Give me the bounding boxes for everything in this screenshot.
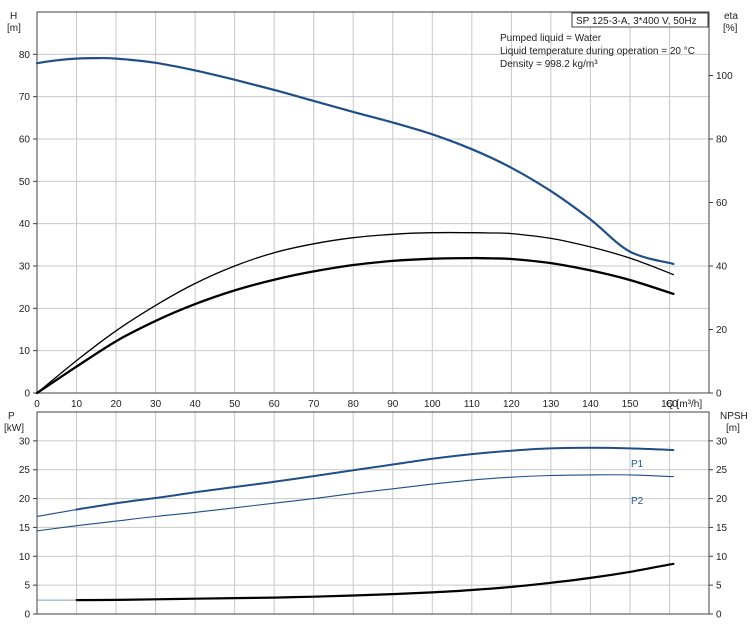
- npsh-tick-label: 5: [716, 581, 722, 592]
- plot-frame: [36, 411, 710, 615]
- power-axis-unit: [kW]: [4, 423, 24, 434]
- info-pumped-liquid: Pumped liquid = Water: [500, 33, 602, 44]
- power-tick-label: 20: [19, 494, 31, 505]
- npsh-tick-label: 20: [716, 494, 728, 505]
- model-box: [571, 12, 709, 28]
- flow-tick-label: 80: [348, 399, 360, 410]
- p1-power-curve: [75, 446, 675, 511]
- npsh-curve: [75, 562, 675, 602]
- flow-tick-label: 60: [269, 399, 281, 410]
- eta-tick-label: 40: [716, 262, 728, 273]
- flow-tick-label: 120: [503, 399, 520, 410]
- eta-tick-label: 60: [716, 198, 728, 209]
- npsh-tick-label: 10: [716, 552, 728, 563]
- head-tick-label: 70: [19, 92, 31, 103]
- info-density: Density = 998.2 kg/m³: [500, 59, 598, 70]
- head-tick-label: 30: [19, 262, 31, 273]
- eta-tick-label: 100: [716, 71, 733, 82]
- flow-tick-label: 40: [190, 399, 202, 410]
- flow-tick-label: 70: [308, 399, 320, 410]
- p2-extension: [36, 525, 77, 532]
- npsh-axis-unit: [m]: [726, 423, 740, 434]
- efficiency-curve-1: [36, 231, 675, 394]
- flow-tick-label: 140: [582, 399, 599, 410]
- eta-axis-label: eta: [724, 11, 738, 22]
- head-tick-label: 20: [19, 304, 31, 315]
- head-tick-label: 60: [19, 135, 31, 146]
- head-tick-label: 0: [24, 389, 30, 400]
- efficiency-curve-2: [35, 256, 675, 395]
- power-tick-label: 25: [19, 465, 31, 476]
- flow-tick-label: 90: [387, 399, 399, 410]
- power-tick-label: 0: [24, 610, 30, 621]
- flow-tick-label: 0: [34, 399, 40, 410]
- head-axis-unit: [m]: [7, 23, 21, 34]
- eta-tick-label: 20: [716, 325, 728, 336]
- head-tick-label: 50: [19, 177, 31, 188]
- npsh-tick-label: 30: [716, 436, 728, 447]
- npsh-axis-label: NPSH: [720, 411, 748, 422]
- power-tick-label: 15: [19, 523, 31, 534]
- eta-axis-unit: [%]: [723, 23, 738, 34]
- flow-tick-label: 10: [71, 399, 83, 410]
- head-axis-label: H: [10, 11, 17, 22]
- plot-frame: [36, 11, 710, 394]
- power-axis-label: P: [8, 411, 15, 422]
- flow-tick-label: 150: [622, 399, 639, 410]
- flow-tick-label: 130: [543, 399, 560, 410]
- power-tick-label: 5: [24, 581, 30, 592]
- qh-curve: [35, 56, 675, 265]
- flow-tick-label: 160: [661, 399, 678, 410]
- p1-extension: [36, 508, 77, 518]
- npsh-tick-label: 0: [716, 610, 722, 621]
- flow-tick-label: 110: [464, 399, 480, 410]
- flow-axis-label: Q [m³/h]: [666, 399, 702, 410]
- p2-series-label: P2: [631, 496, 644, 507]
- power-tick-label: 10: [19, 552, 31, 563]
- power-tick-label: 30: [19, 436, 31, 447]
- npsh-tick-label: 15: [716, 523, 728, 534]
- head-tick-label: 40: [19, 219, 31, 230]
- p1-series-label: P1: [631, 459, 644, 470]
- eta-tick-label: 0: [716, 389, 722, 400]
- p2-power-curve: [75, 474, 674, 527]
- head-tick-label: 80: [19, 50, 31, 61]
- eta-tick-label: 80: [716, 135, 728, 146]
- npsh-tick-label: 25: [716, 465, 728, 476]
- flow-tick-label: 50: [229, 399, 241, 410]
- flow-tick-label: 20: [110, 399, 122, 410]
- flow-tick-label: 30: [150, 399, 162, 410]
- model-label: SP 125-3-A, 3*400 V, 50Hz: [576, 16, 697, 27]
- info-liquid-temperature: Liquid temperature during operation = 20…: [500, 46, 695, 57]
- flow-tick-label: 100: [424, 399, 441, 410]
- head-tick-label: 10: [19, 346, 31, 357]
